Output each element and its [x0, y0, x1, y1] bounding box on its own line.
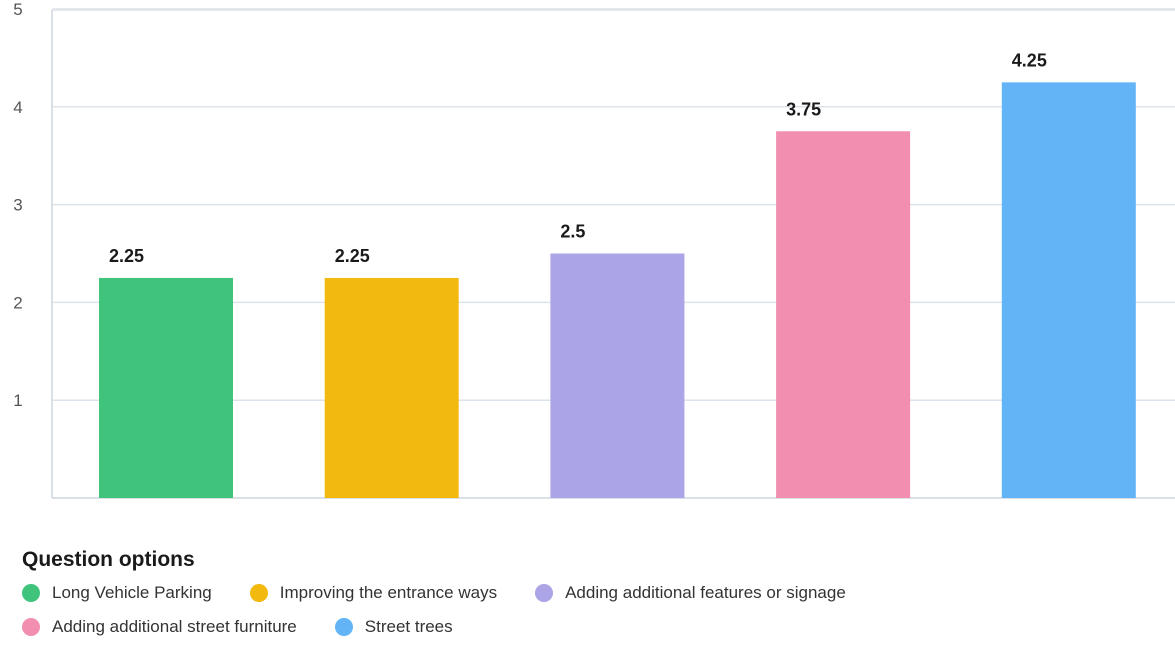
- bar: [776, 131, 911, 498]
- legend-item-improving-entrance-ways[interactable]: Improving the entrance ways: [249, 582, 498, 604]
- bar: [324, 277, 459, 498]
- bar: [550, 253, 685, 498]
- y-tick-label: 2: [13, 293, 22, 312]
- data-label: 3.75: [786, 99, 821, 119]
- legend-title: Question options: [22, 548, 195, 571]
- data-label: 2.5: [560, 222, 585, 242]
- legend-swatch: [22, 584, 40, 602]
- legend-item-adding-features-signage[interactable]: Adding additional features or signage: [535, 582, 846, 604]
- data-label: 2.25: [335, 246, 370, 266]
- bar: [99, 277, 233, 498]
- y-tick-label: 1: [13, 391, 22, 410]
- legend-items: Long Vehicle Parking Improving the entra…: [22, 582, 982, 638]
- data-label: 2.25: [109, 246, 144, 266]
- legend-swatch: [334, 618, 353, 636]
- legend-item-adding-street-furniture[interactable]: Adding additional street furniture: [22, 616, 297, 638]
- legend-swatch: [535, 584, 554, 602]
- legend-swatch: [22, 618, 40, 636]
- legend: Question options Long Vehicle Parking Im…: [22, 548, 1152, 638]
- data-label: 4.25: [1012, 50, 1047, 70]
- legend-label: Adding additional features or signage: [565, 583, 846, 602]
- bar-chart: 1 2 3 4 5 2.25 2.25 2.5 3.75 4.25: [13, 0, 1175, 499]
- legend-label: Street trees: [364, 617, 453, 636]
- legend-label: Adding additional street furniture: [52, 617, 297, 636]
- y-tick-label: 5: [13, 0, 22, 19]
- legend-label: Long Vehicle Parking: [52, 583, 212, 602]
- legend-item-street-trees[interactable]: Street trees: [334, 616, 453, 638]
- y-tick-label: 4: [13, 98, 22, 117]
- legend-swatch: [249, 584, 268, 602]
- y-tick-label: 3: [13, 196, 22, 215]
- legend-item-long-vehicle-parking[interactable]: Long Vehicle Parking: [22, 582, 212, 604]
- legend-label: Improving the entrance ways: [279, 583, 498, 602]
- bar: [1001, 82, 1136, 498]
